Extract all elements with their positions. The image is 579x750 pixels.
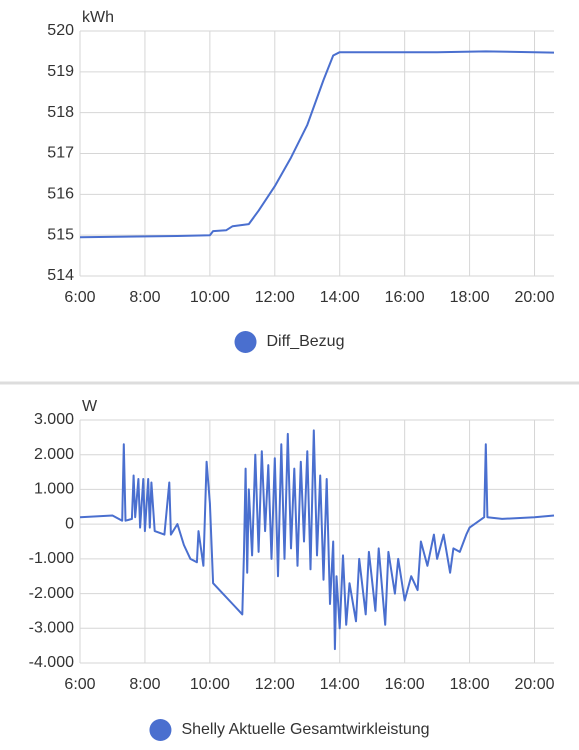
y-tick-label: 514 xyxy=(47,267,74,284)
x-tick-label: 16:00 xyxy=(385,676,425,693)
y-tick-label: 2.000 xyxy=(34,446,74,463)
y-tick-label: -2.000 xyxy=(29,585,74,602)
x-tick-label: 6:00 xyxy=(64,676,95,693)
legend-marker xyxy=(149,719,172,741)
y-tick-label: 3.000 xyxy=(34,411,74,428)
x-tick-label: 14:00 xyxy=(320,289,360,306)
x-tick-label: 20:00 xyxy=(514,289,554,306)
y-axis-label: W xyxy=(82,398,98,415)
y-tick-label: 516 xyxy=(47,186,74,203)
y-tick-label: 0 xyxy=(65,515,74,532)
y-tick-label: 518 xyxy=(47,104,74,121)
data-line xyxy=(79,429,555,651)
y-tick-label: 517 xyxy=(47,145,74,162)
x-tick-label: 8:00 xyxy=(129,676,160,693)
data-line xyxy=(79,50,555,239)
y-tick-label: 515 xyxy=(47,226,74,243)
x-tick-label: 8:00 xyxy=(129,289,160,306)
x-tick-label: 12:00 xyxy=(255,289,295,306)
y-tick-label: -3.000 xyxy=(29,620,74,637)
x-tick-label: 6:00 xyxy=(64,289,95,306)
x-tick-label: 18:00 xyxy=(450,676,490,693)
x-tick-label: 12:00 xyxy=(255,676,295,693)
legend-marker xyxy=(234,331,257,353)
legend-label: Shelly Aktuelle Gesamtwirkleistung xyxy=(181,721,429,738)
x-tick-label: 10:00 xyxy=(190,289,230,306)
x-tick-label: 20:00 xyxy=(514,676,554,693)
y-tick-label: -1.000 xyxy=(29,550,74,567)
x-tick-label: 18:00 xyxy=(450,289,490,306)
y-tick-label: 520 xyxy=(47,22,74,39)
y-axis-label: kWh xyxy=(82,9,114,26)
x-tick-label: 14:00 xyxy=(320,676,360,693)
y-tick-label: 519 xyxy=(47,63,74,80)
y-tick-label: 1.000 xyxy=(34,481,74,498)
x-tick-label: 10:00 xyxy=(190,676,230,693)
y-tick-label: -4.000 xyxy=(29,654,74,671)
x-tick-label: 16:00 xyxy=(385,289,425,306)
legend-label: Diff_Bezug xyxy=(267,333,345,350)
